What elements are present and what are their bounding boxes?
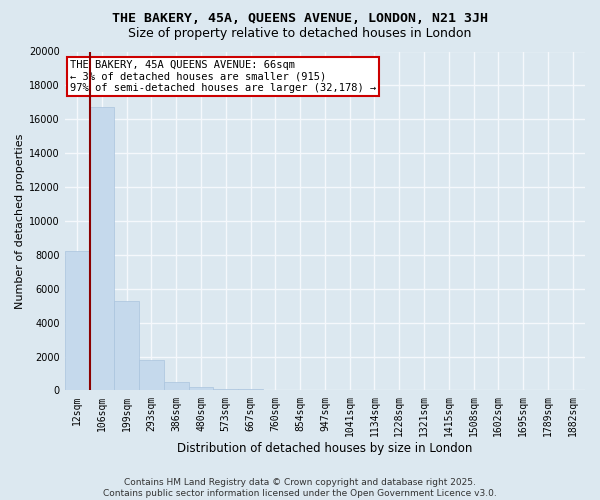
Bar bbox=[65, 252, 89, 390]
Text: THE BAKERY, 45A QUEENS AVENUE: 66sqm
← 3% of detached houses are smaller (915)
9: THE BAKERY, 45A QUEENS AVENUE: 66sqm ← 3… bbox=[70, 60, 376, 93]
Bar bbox=[115, 300, 139, 390]
X-axis label: Distribution of detached houses by size in London: Distribution of detached houses by size … bbox=[177, 442, 473, 455]
Text: THE BAKERY, 45A, QUEENS AVENUE, LONDON, N21 3JH: THE BAKERY, 45A, QUEENS AVENUE, LONDON, … bbox=[112, 12, 488, 26]
Bar bbox=[188, 387, 214, 390]
Y-axis label: Number of detached properties: Number of detached properties bbox=[15, 134, 25, 308]
Bar bbox=[89, 108, 115, 391]
Bar bbox=[214, 389, 238, 390]
Bar bbox=[164, 382, 188, 390]
Text: Contains HM Land Registry data © Crown copyright and database right 2025.
Contai: Contains HM Land Registry data © Crown c… bbox=[103, 478, 497, 498]
Text: Size of property relative to detached houses in London: Size of property relative to detached ho… bbox=[128, 28, 472, 40]
Bar bbox=[139, 360, 164, 390]
